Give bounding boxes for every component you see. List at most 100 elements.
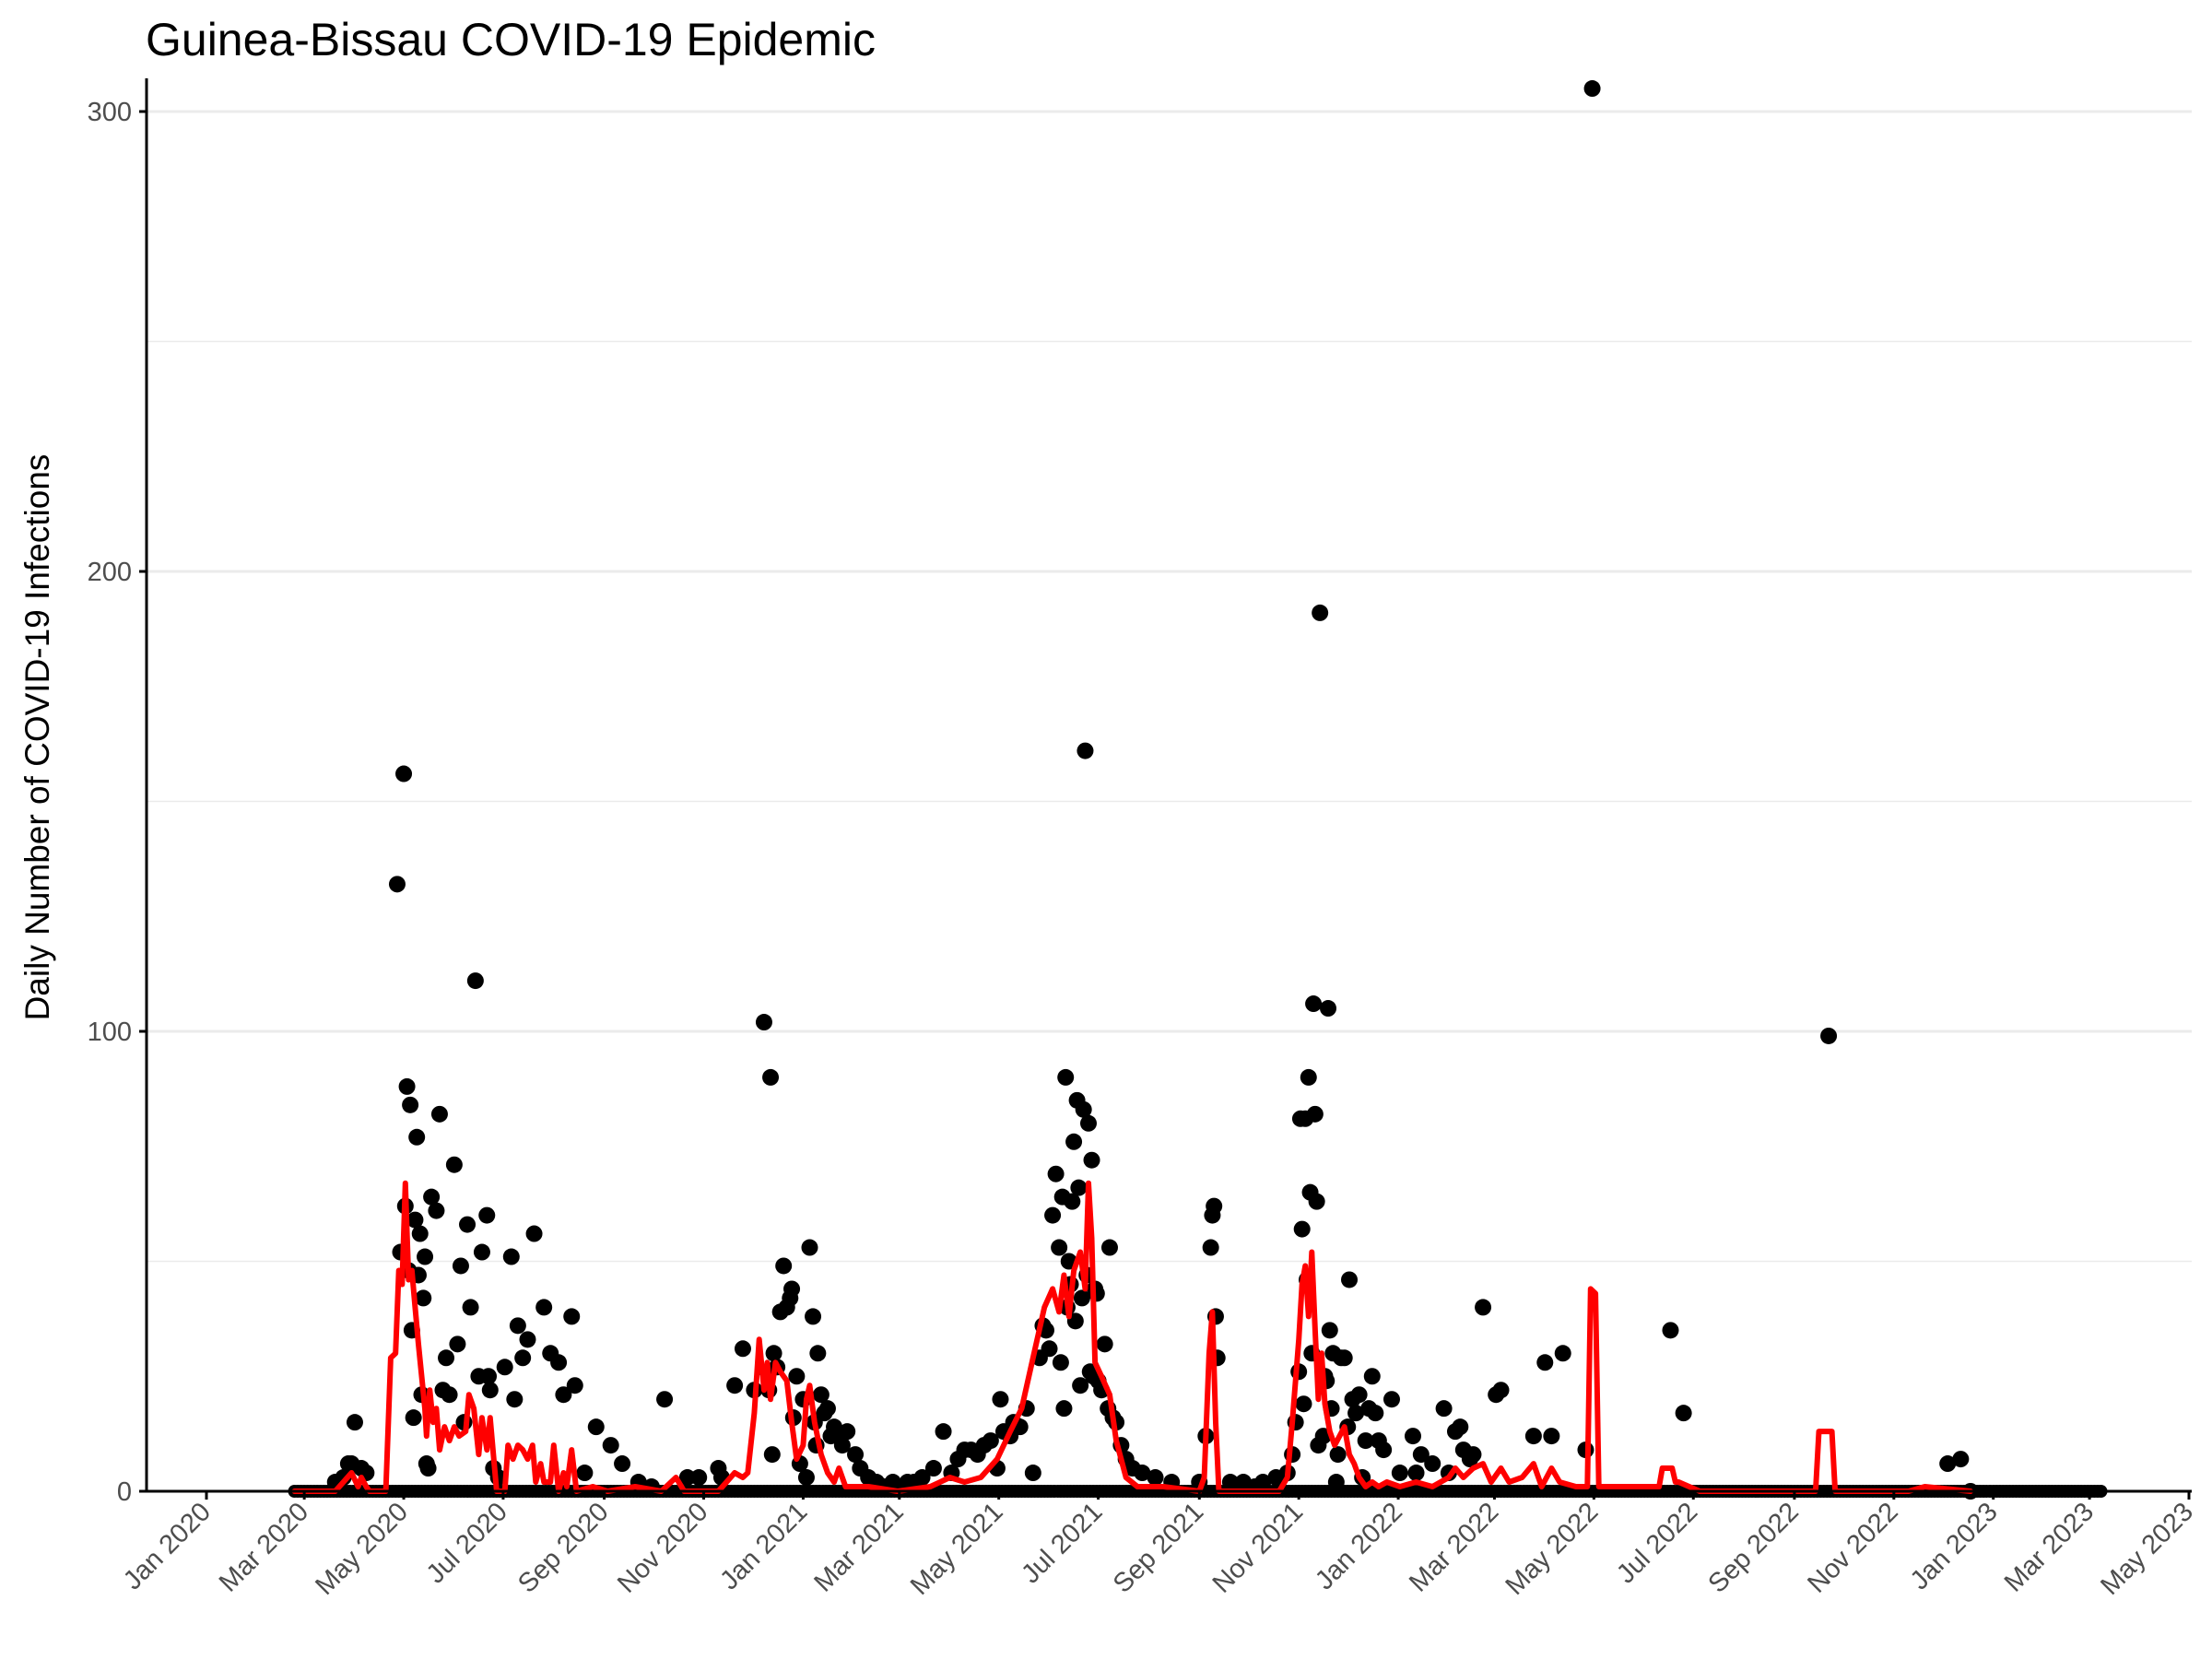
data-point bbox=[1057, 1068, 1075, 1086]
data-point bbox=[398, 1077, 416, 1095]
data-point bbox=[1329, 1446, 1347, 1464]
data-point bbox=[438, 1349, 455, 1367]
chart-title: Guinea-Bissau COVID-19 Epidemic bbox=[146, 14, 876, 65]
data-point bbox=[563, 1308, 581, 1325]
data-point bbox=[1306, 1105, 1324, 1123]
data-point bbox=[1536, 1354, 1554, 1371]
data-point bbox=[734, 1340, 751, 1358]
data-point bbox=[1424, 1455, 1441, 1473]
data-point bbox=[935, 1423, 952, 1441]
data-point bbox=[924, 1460, 942, 1477]
data-point bbox=[1383, 1391, 1401, 1408]
x-tick-label: Sep 2022 bbox=[1702, 1497, 1804, 1598]
data-point bbox=[1554, 1345, 1571, 1362]
data-point bbox=[1335, 1349, 1353, 1367]
data-point bbox=[1100, 1239, 1118, 1256]
data-point bbox=[506, 1391, 524, 1408]
data-point bbox=[1083, 1151, 1100, 1169]
data-point bbox=[775, 1257, 793, 1275]
data-point bbox=[1206, 1197, 1223, 1215]
x-tick-label: Mar 2020 bbox=[214, 1497, 314, 1597]
data-point bbox=[459, 1216, 477, 1233]
x-tick-label: May 2023 bbox=[2095, 1497, 2199, 1601]
data-point bbox=[1044, 1206, 1062, 1224]
data-point bbox=[514, 1349, 532, 1367]
x-tick-label: Jul 2022 bbox=[1611, 1497, 1703, 1589]
data-point bbox=[982, 1432, 999, 1450]
moving-average-line bbox=[291, 1180, 1973, 1494]
data-point bbox=[555, 1386, 572, 1404]
data-point bbox=[1939, 1455, 1957, 1473]
data-point bbox=[1524, 1428, 1542, 1445]
data-point bbox=[783, 1280, 801, 1298]
data-point bbox=[1052, 1354, 1069, 1371]
x-tick-label: Nov 2021 bbox=[1207, 1497, 1309, 1598]
data-point bbox=[445, 1156, 463, 1173]
data-point bbox=[690, 1469, 708, 1487]
data-point bbox=[452, 1257, 469, 1275]
x-tick-label: May 2022 bbox=[1500, 1497, 1605, 1601]
data-point bbox=[1583, 80, 1601, 98]
data-point bbox=[525, 1225, 543, 1242]
data-point bbox=[405, 1409, 422, 1427]
x-tick-label: Jul 2021 bbox=[1016, 1497, 1108, 1589]
data-point bbox=[402, 1096, 419, 1113]
data-point bbox=[762, 1068, 780, 1086]
data-point bbox=[1435, 1400, 1453, 1418]
data-point bbox=[1662, 1322, 1679, 1339]
x-tick-label: Jan 2021 bbox=[714, 1497, 813, 1595]
x-tick-label: May 2021 bbox=[905, 1497, 1009, 1601]
data-point bbox=[656, 1391, 674, 1408]
data-point bbox=[1147, 1469, 1164, 1487]
data-point bbox=[1543, 1428, 1560, 1445]
data-point bbox=[550, 1354, 568, 1371]
data-point bbox=[441, 1386, 458, 1404]
data-point bbox=[1024, 1465, 1041, 1482]
y-tick-label: 0 bbox=[117, 1477, 132, 1507]
data-point bbox=[1350, 1386, 1368, 1404]
data-point bbox=[1047, 1165, 1065, 1182]
data-point bbox=[1134, 1465, 1151, 1482]
data-point bbox=[1391, 1465, 1408, 1482]
data-point bbox=[1321, 1322, 1338, 1339]
data-point bbox=[566, 1377, 583, 1394]
data-point bbox=[602, 1437, 619, 1454]
data-point bbox=[406, 1211, 424, 1229]
grid-lines bbox=[147, 110, 2192, 1263]
data-point bbox=[576, 1465, 594, 1482]
x-tick-label: Jul 2020 bbox=[421, 1497, 513, 1589]
data-point bbox=[1347, 1405, 1365, 1422]
data-point bbox=[763, 1446, 781, 1464]
data-point bbox=[473, 1243, 490, 1261]
data-point bbox=[1295, 1395, 1312, 1413]
x-tick-label: Jan 2020 bbox=[118, 1497, 217, 1595]
data-point bbox=[1412, 1446, 1430, 1464]
data-point bbox=[1070, 1179, 1088, 1196]
x-tick-label: Mar 2021 bbox=[808, 1497, 909, 1597]
data-point bbox=[1407, 1465, 1425, 1482]
data-point bbox=[1367, 1405, 1384, 1422]
data-point bbox=[496, 1359, 513, 1376]
data-point bbox=[833, 1437, 851, 1454]
data-point bbox=[480, 1368, 498, 1385]
data-point bbox=[587, 1418, 605, 1436]
series-line bbox=[291, 1180, 1973, 1494]
data-point bbox=[1308, 1193, 1325, 1210]
data-point bbox=[423, 1188, 441, 1206]
data-point bbox=[678, 1469, 696, 1487]
data-point bbox=[449, 1335, 466, 1353]
data-point bbox=[1675, 1405, 1692, 1422]
scatter-points bbox=[288, 80, 2108, 1500]
data-point bbox=[797, 1469, 815, 1487]
data-point bbox=[1079, 1114, 1097, 1132]
y-axis-title: Daily Number of COVID-19 Infections bbox=[18, 454, 56, 1021]
data-point bbox=[1341, 1271, 1359, 1288]
data-point bbox=[481, 1382, 499, 1399]
data-point bbox=[801, 1239, 818, 1256]
data-point bbox=[1305, 995, 1323, 1013]
data-point bbox=[1072, 1377, 1089, 1394]
x-tick-label: Jan 2022 bbox=[1310, 1497, 1408, 1595]
data-point bbox=[1492, 1382, 1510, 1399]
